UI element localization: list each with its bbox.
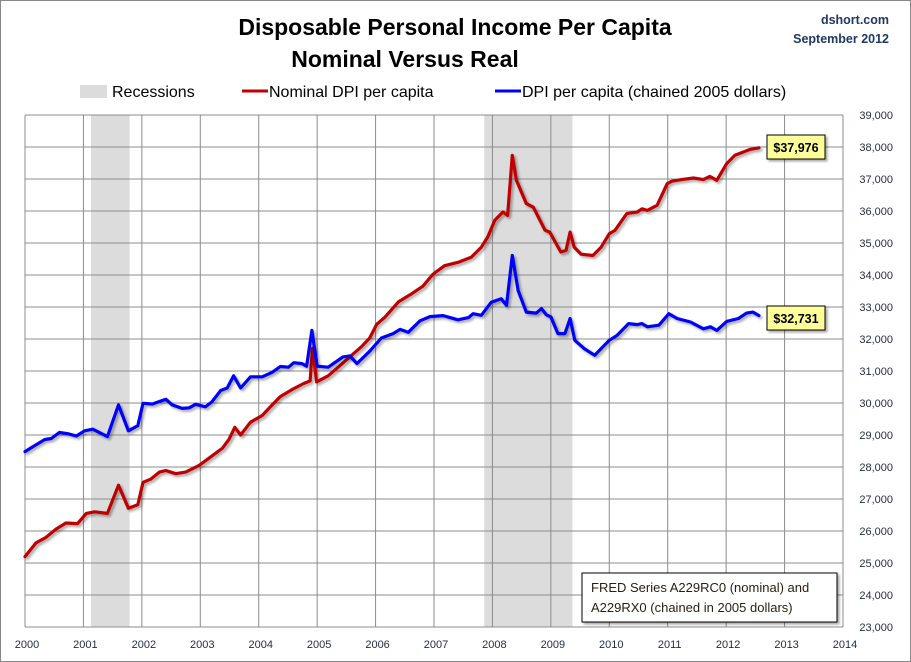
- x-tick-label: 2003: [190, 639, 214, 651]
- legend-real-label: DPI per capita (chained 2005 dollars): [522, 84, 786, 101]
- x-tick-label: 2005: [307, 639, 331, 651]
- x-tick-label: 2009: [541, 639, 565, 651]
- x-tick-label: 2008: [482, 639, 506, 651]
- x-tick-label: 2007: [424, 639, 448, 651]
- y-tick-label: 33,000: [859, 302, 893, 314]
- source-label: dshort.com: [821, 13, 889, 27]
- chart-subtitle: Nominal Versus Real: [291, 46, 519, 72]
- chart-title: Disposable Personal Income Per Capita: [238, 14, 672, 40]
- y-tick-label: 28,000: [859, 462, 893, 474]
- date-label: September 2012: [793, 32, 889, 46]
- y-tick-label: 34,000: [859, 270, 893, 282]
- y-tick-label: 30,000: [859, 398, 893, 410]
- y-tick-label: 36,000: [859, 206, 893, 218]
- real-last-value: $32,731: [773, 312, 818, 326]
- series-lines: [23, 146, 761, 559]
- x-tick-label: 2012: [716, 639, 740, 651]
- y-tick-label: 25,000: [859, 558, 893, 570]
- legend-recessions-swatch: [80, 85, 107, 98]
- last-value-label-nominal: $37,976: [766, 134, 826, 160]
- annotation-line-2: A229RX0 (chained in 2005 dollars): [591, 600, 793, 615]
- nominal-dpi-line: [23, 146, 761, 559]
- real-dpi-line: [23, 253, 761, 454]
- y-tick-label: 23,000: [859, 622, 893, 634]
- x-tick-label: 2000: [15, 639, 39, 651]
- nominal-last-value: $37,976: [773, 141, 818, 155]
- x-tick-label: 2013: [774, 639, 798, 651]
- legend: Recessions Nominal DPI per capita DPI pe…: [80, 84, 786, 101]
- legend-recessions-label: Recessions: [112, 84, 195, 101]
- x-tick-label: 2002: [132, 639, 156, 651]
- y-tick-label: 32,000: [859, 334, 893, 346]
- y-tick-label: 31,000: [859, 366, 893, 378]
- annotation-line-1: FRED Series A229RC0 (nominal) and: [591, 580, 809, 595]
- x-tick-label: 2010: [599, 639, 623, 651]
- x-tick-label: 2004: [248, 639, 272, 651]
- last-value-label-real: $32,731: [766, 305, 826, 331]
- y-tick-label: 26,000: [859, 526, 893, 538]
- y-tick-label: 29,000: [859, 430, 893, 442]
- x-tick-label: 2014: [833, 639, 857, 651]
- annotation-box: FRED Series A229RC0 (nominal) and A229RX…: [581, 572, 838, 623]
- y-tick-label: 39,000: [859, 110, 893, 122]
- y-tick-label: 27,000: [859, 494, 893, 506]
- legend-nominal-label: Nominal DPI per capita: [269, 84, 434, 101]
- y-tick-label: 24,000: [859, 590, 893, 602]
- y-tick-label: 35,000: [859, 238, 893, 250]
- x-tick-label: 2006: [365, 639, 389, 651]
- axis-ticks: 2000 2001 2002 2003 2004 2005 2006 2007 2008 2009…: [15, 110, 893, 651]
- y-tick-label: 38,000: [859, 142, 893, 154]
- x-tick-label: 2011: [658, 639, 682, 651]
- x-tick-label: 2001: [73, 639, 97, 651]
- y-tick-label: 37,000: [859, 174, 893, 186]
